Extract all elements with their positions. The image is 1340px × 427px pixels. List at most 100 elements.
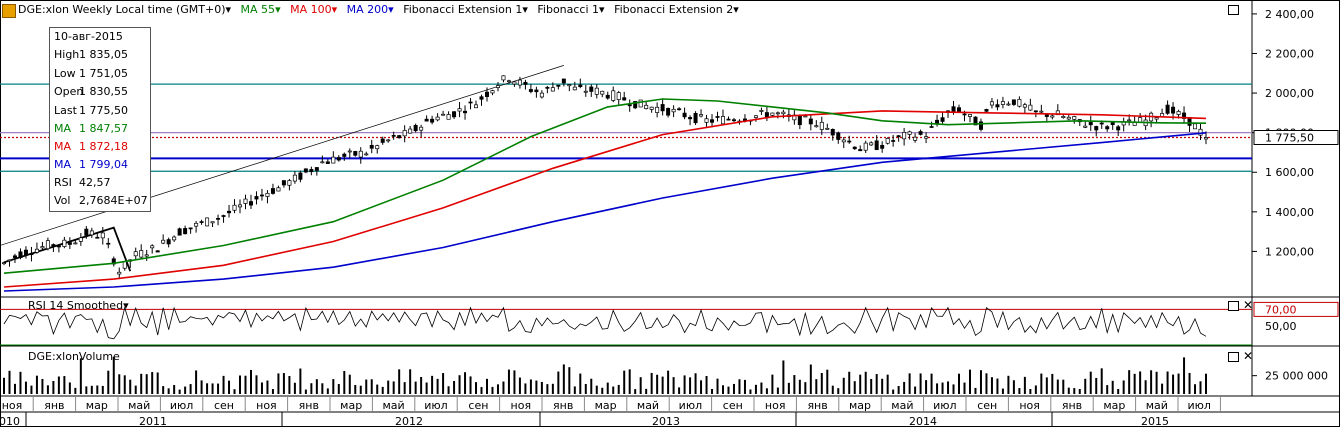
- candle-body: [40, 246, 45, 249]
- candle-body: [56, 245, 61, 248]
- ma200-legend[interactable]: MA 200: [346, 3, 389, 16]
- month-label: июл: [170, 399, 193, 412]
- rsi-close-icon[interactable]: ✕: [1243, 298, 1254, 312]
- candle-body: [847, 140, 852, 143]
- month-label: янв: [807, 399, 827, 412]
- volume-maximize-button[interactable]: [1228, 352, 1239, 362]
- volume-panel-title[interactable]: DGE:xlonVolume: [28, 350, 120, 363]
- candle-body: [677, 108, 682, 111]
- candle-body: [484, 91, 489, 97]
- rsi-level-label: 70,00: [1265, 303, 1297, 316]
- ohlc-info-box: 10-авг-2015 High1 835,05 Low 1 751,05 Ope…: [49, 27, 151, 212]
- candle-body: [638, 99, 643, 108]
- candle-body: [177, 228, 182, 236]
- candle-body: [973, 116, 978, 126]
- candle-body: [45, 240, 50, 250]
- volume-tick-label: 25 000 000: [1265, 370, 1328, 383]
- candle-body: [281, 180, 286, 186]
- candle-body: [232, 204, 237, 211]
- candle-body: [1017, 99, 1022, 107]
- dropdown-icon[interactable]: ▾: [733, 3, 739, 16]
- ohlc-row-ma100: MA 1 872,18: [54, 138, 128, 156]
- dropdown-icon[interactable]: ▾: [275, 3, 281, 16]
- candle-body: [1176, 111, 1181, 115]
- candle-body: [391, 135, 396, 137]
- month-label: сен: [214, 399, 234, 412]
- volume-close-icon[interactable]: ✕: [1243, 349, 1254, 363]
- candle-body: [814, 125, 819, 128]
- fib-ext1-legend[interactable]: Fibonacci Extension 1: [403, 3, 523, 16]
- candle-body: [325, 161, 330, 164]
- rsi-title-text[interactable]: RSI 14 Smoothed: [28, 299, 124, 312]
- candle-body: [1171, 106, 1176, 114]
- ma55-line: [3, 98, 1207, 274]
- candle-body: [622, 97, 627, 101]
- month-label: мар: [849, 399, 871, 412]
- dropdown-icon[interactable]: ▾: [599, 3, 605, 16]
- candle-body: [270, 188, 275, 194]
- dropdown-icon[interactable]: ▾: [331, 3, 338, 16]
- candle-body: [78, 237, 83, 242]
- candle-body: [501, 75, 506, 81]
- candle-body: [216, 218, 221, 220]
- candle-body: [205, 217, 210, 227]
- candle-body: [863, 142, 868, 151]
- candle-body: [688, 117, 693, 120]
- candle-body: [523, 81, 528, 85]
- candle-body: [133, 251, 138, 257]
- ohlc-value: 1 835,05: [79, 48, 128, 61]
- candle-body: [731, 119, 736, 122]
- candle-body: [721, 116, 726, 125]
- candle-body: [166, 239, 171, 245]
- candle-body: [364, 153, 369, 156]
- candle-body: [852, 146, 857, 150]
- symbol-label[interactable]: DGE:xlon Weekly Local time (GMT+0): [18, 3, 226, 16]
- rsi-panel-title[interactable]: RSI 14 Smoothed▾: [28, 299, 129, 312]
- dropdown-icon[interactable]: ▾: [225, 3, 232, 16]
- candle-body: [380, 138, 385, 143]
- candle-body: [534, 89, 539, 93]
- candle-body: [902, 132, 907, 140]
- ohlc-key: MA: [54, 140, 72, 153]
- candle-body: [940, 117, 945, 122]
- month-label: мар: [595, 399, 617, 412]
- ohlc-value: 1 872,18: [79, 140, 128, 153]
- candle-body: [825, 127, 830, 130]
- candle-body: [144, 254, 149, 257]
- ma200-line: [3, 132, 1207, 292]
- dropdown-icon[interactable]: ▾: [123, 299, 129, 312]
- candle-body: [227, 210, 232, 214]
- candle-body: [978, 121, 983, 130]
- ohlc-row-rsi: RSI 42,57: [54, 174, 111, 192]
- candle-body: [830, 129, 835, 136]
- candle-body: [984, 109, 989, 112]
- dropdown-icon[interactable]: ▾: [388, 3, 394, 16]
- price-tick-label: 2 000,00: [1265, 87, 1314, 100]
- last-price-box: [1253, 130, 1339, 146]
- ohlc-key: MA: [54, 158, 72, 171]
- candle-body: [764, 112, 769, 118]
- candle-body: [1011, 99, 1016, 105]
- candle-body: [369, 144, 374, 149]
- candle-body: [51, 244, 56, 248]
- candle-body: [100, 232, 105, 239]
- candle-body: [666, 108, 671, 116]
- ohlc-value: 1 847,57: [79, 122, 128, 135]
- ma55-legend[interactable]: MA 55: [240, 3, 276, 16]
- candle-body: [89, 230, 94, 236]
- candle-body: [402, 130, 407, 137]
- fib-ext2-legend[interactable]: Fibonacci Extension 2: [614, 3, 734, 16]
- ma100-legend[interactable]: MA 100: [290, 3, 332, 16]
- ohlc-row-last: Last 1 775,50: [54, 102, 128, 120]
- ma100-line: [3, 110, 1207, 288]
- candle-body: [649, 106, 654, 110]
- dropdown-icon[interactable]: ▾: [522, 3, 528, 16]
- candle-body: [512, 81, 517, 85]
- rsi-maximize-button[interactable]: [1228, 301, 1239, 311]
- maximize-button[interactable]: [1228, 5, 1239, 15]
- ohlc-key: Last: [54, 104, 77, 117]
- candle-body: [1050, 115, 1055, 118]
- ohlc-value: 1 799,04: [79, 158, 128, 171]
- candle-body: [841, 139, 846, 143]
- fib1-legend[interactable]: Fibonacci 1: [537, 3, 600, 16]
